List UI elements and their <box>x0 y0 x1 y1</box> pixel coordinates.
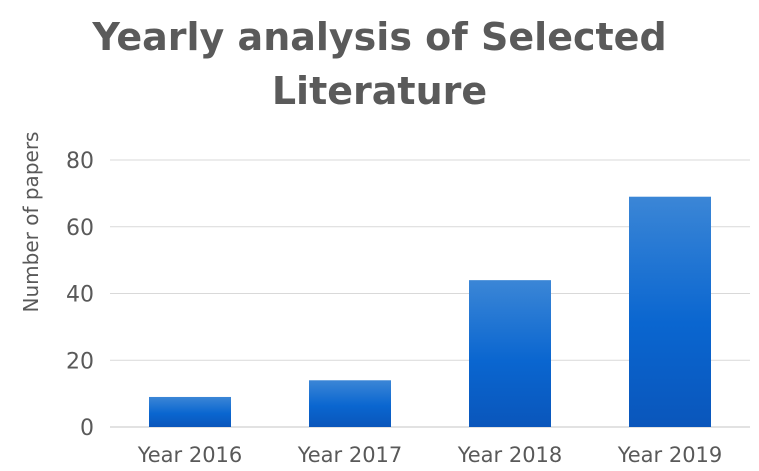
y-axis-label: Number of papers <box>19 132 43 313</box>
y-tick-label: 20 <box>66 349 94 374</box>
x-tick-label: Year 2016 <box>137 443 243 467</box>
y-axis-ticks: 0 20 40 60 80 <box>66 149 94 441</box>
y-tick-label: 60 <box>66 216 94 241</box>
chart-title-line-2: Literature <box>271 69 488 113</box>
y-tick-label: 80 <box>66 149 94 174</box>
x-tick-label: Year 2019 <box>617 443 723 467</box>
y-tick-label: 40 <box>66 283 94 308</box>
x-axis-ticks: Year 2016 Year 2017 Year 2018 Year 2019 <box>137 443 723 467</box>
bar <box>309 380 391 427</box>
x-tick-label: Year 2018 <box>457 443 563 467</box>
bars <box>149 196 711 427</box>
bar <box>469 280 551 427</box>
y-tick-label: 0 <box>80 416 94 441</box>
bar <box>149 396 231 427</box>
x-tick-label: Year 2017 <box>297 443 403 467</box>
bar <box>629 196 711 427</box>
chart-title-line-1: Yearly analysis of Selected <box>92 15 667 59</box>
chart-title: Yearly analysis of Selected Literature <box>0 10 759 118</box>
